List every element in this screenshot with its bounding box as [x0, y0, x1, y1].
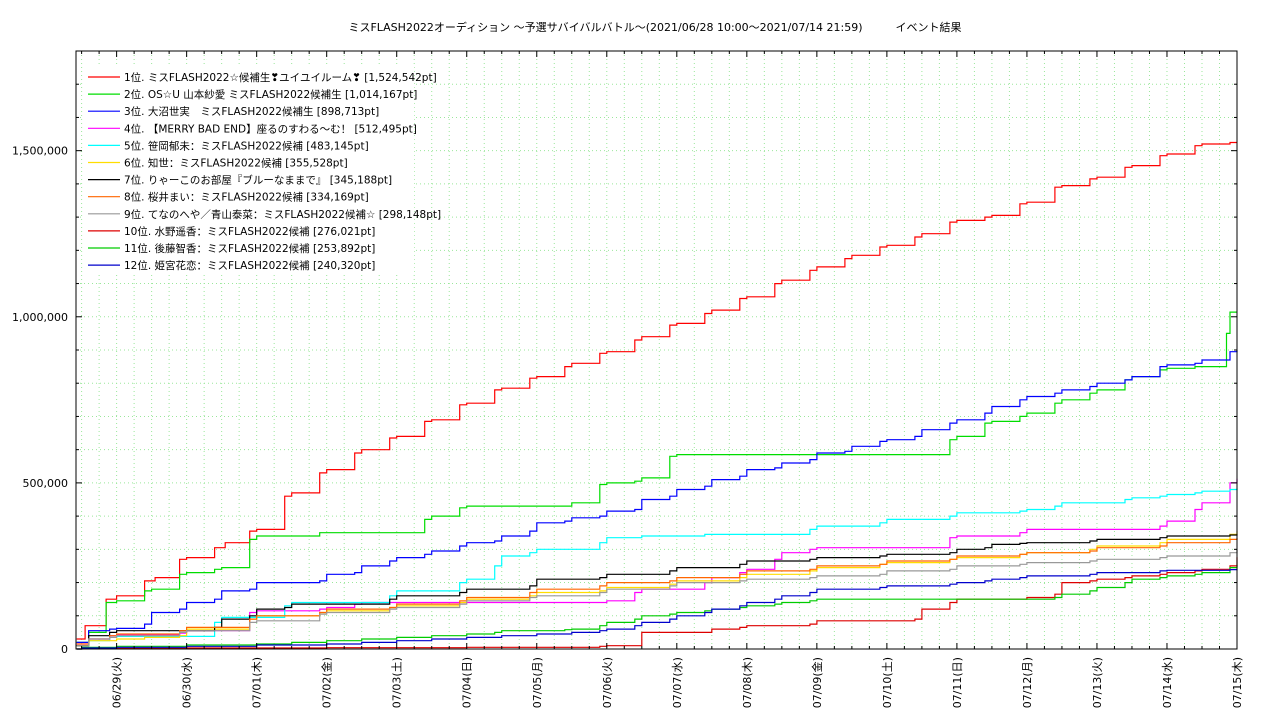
legend-label: 4位. 【MERRY BAD END】座るのすわる〜む！ [512,495pt] — [124, 122, 417, 135]
legend-label: 5位. 笹岡郁未：ミスFLASH2022候補 [483,145pt] — [124, 139, 369, 152]
legend-label: 3位. 大沼世実 ミスFLASH2022候補生 [898,713pt] — [124, 105, 379, 118]
series-line-2 — [76, 311, 1237, 643]
x-tick-label: 07/05(月) — [531, 657, 544, 708]
series-line-7 — [76, 534, 1238, 647]
x-tick-label: 07/14(水) — [1161, 657, 1174, 708]
series-line-10 — [76, 557, 1238, 650]
x-tick-label: 06/29(火) — [111, 657, 124, 708]
y-tick-label: 1,500,000 — [12, 145, 68, 158]
legend-label: 6位. 知世：ミスFLASH2022候補 [355,528pt] — [124, 157, 348, 170]
x-tick-label: 07/10(土) — [881, 657, 894, 708]
series-line-1 — [76, 141, 1237, 640]
legend-label: 7位. りゃーこのお部屋『ブルーなままで』 [345,188pt] — [124, 174, 392, 187]
series-line-5 — [76, 488, 1238, 647]
legend-label: 1位. ミスFLASH2022☆候補生❣ユイユイルーム❣ [1,524,542p… — [124, 71, 437, 84]
series-line-3 — [76, 350, 1238, 643]
legend-label: 11位. 後藤智香：ミスFLASH2022候補 [253,892pt] — [124, 242, 375, 255]
series-line-11 — [76, 564, 1238, 650]
x-tick-label: 07/07(水) — [671, 657, 684, 708]
x-tick-label: 07/09(金) — [810, 657, 824, 708]
axis-ticks: 0 500,000 1,000,000 1,500,000 06/29(火) 06/30(… — [12, 51, 1244, 708]
y-tick-label: 500,000 — [23, 477, 69, 490]
legend-label: 12位. 姫宮花恋：ミスFLASH2022候補 [240,320pt] — [124, 259, 375, 272]
legend-background — [84, 66, 414, 274]
series-line-6 — [76, 530, 1238, 647]
x-tick-label: 06/30(水) — [181, 657, 194, 708]
x-tick-label: 07/03(土) — [391, 657, 404, 708]
x-tick-label: 07/04(日) — [461, 657, 474, 708]
legend-label: 8位. 桜井まい：ミスFLASH2022候補 [334,169pt] — [124, 191, 369, 204]
x-tick-label: 07/01(木) — [251, 657, 264, 708]
y-tick-label: 1,000,000 — [12, 311, 68, 324]
series-line-9 — [76, 549, 1238, 647]
y-tick-label: 0 — [61, 643, 68, 656]
legend: 1位. ミスFLASH2022☆候補生❣ユイユイルーム❣ [1,524,542p… — [84, 66, 441, 274]
series-line-12 — [76, 569, 1238, 650]
chart-title: ミスFLASH2022オーディション 〜予選サバイバルバトル〜(2021/06/… — [348, 21, 962, 34]
legend-label: 10位. 水野遥香：ミスFLASH2022候補 [276,021pt] — [124, 225, 375, 238]
legend-label: 2位. OS☆U 山本紗愛 ミスFLASH2022候補生 [1,014,167p… — [124, 88, 417, 101]
x-tick-label: 07/08(木) — [741, 657, 754, 708]
x-tick-label: 07/06(火) — [601, 657, 614, 708]
x-tick-label: 07/12(月) — [1021, 657, 1034, 708]
series-line-8 — [76, 538, 1238, 645]
legend-label: 9位. てなのへや／青山泰菜：ミスFLASH2022候補☆ [298,148pt… — [124, 208, 441, 221]
x-tick-label: 07/02(金) — [320, 657, 334, 708]
x-tick-label: 07/15(木) — [1231, 657, 1244, 708]
x-tick-label: 07/11(日) — [951, 657, 964, 708]
x-tick-label: 07/13(火) — [1091, 657, 1104, 708]
